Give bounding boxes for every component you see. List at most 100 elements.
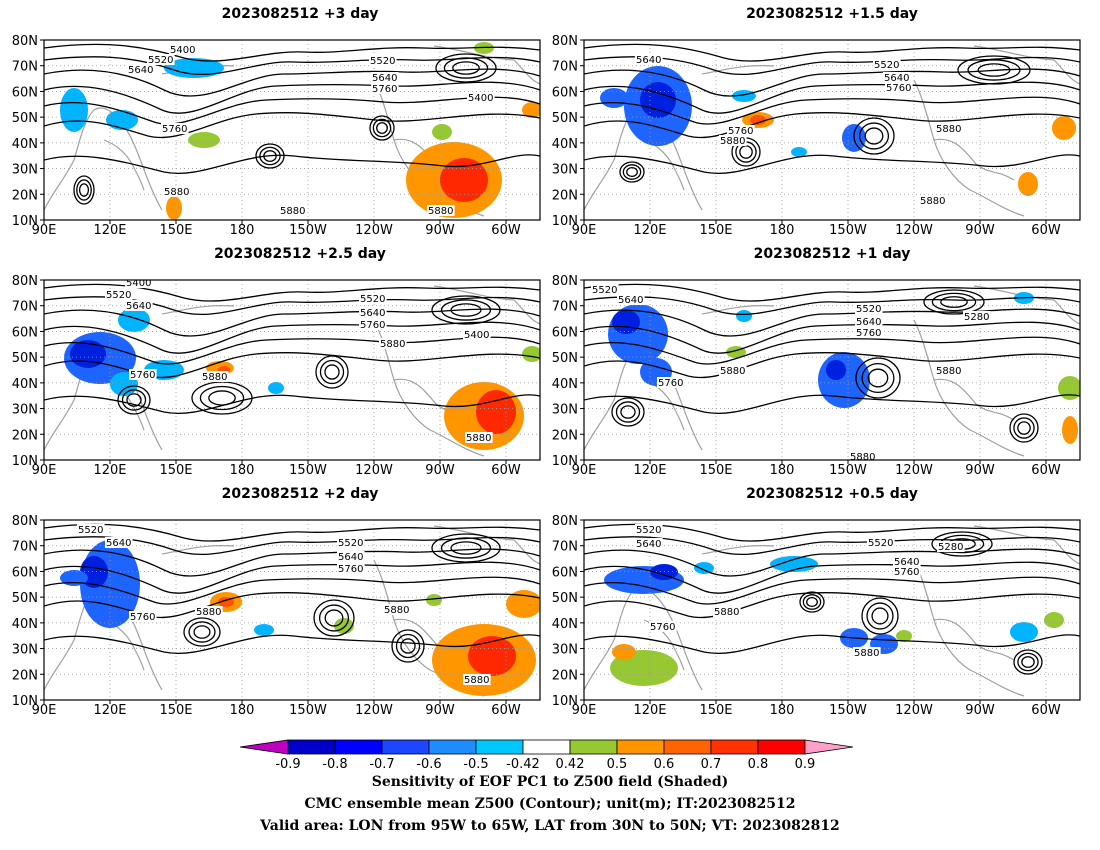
shading-patch-2-3 [600, 88, 628, 108]
closed-contour-5-1-3 [450, 541, 482, 555]
contour-label-6-9: 5880 [854, 648, 879, 659]
lon-label-1-6: 120W [355, 223, 393, 238]
lon-label-4-8: 60W [1031, 463, 1061, 478]
lon-label-5-2: 120E [93, 703, 126, 718]
contour-label-1-4: 5520 [370, 56, 395, 67]
lon-label-1-3: 150E [159, 223, 192, 238]
contour-label-2-6: 5880 [720, 136, 745, 147]
colorbar-tick-4: -0.6 [416, 757, 441, 770]
colorbar-segment-4 [428, 739, 477, 755]
contour-label-3-6: 5760 [360, 320, 385, 331]
lon-label-2-8: 60W [1031, 223, 1061, 238]
contour-label-3-7: 5400 [464, 330, 489, 341]
shading-patch-1-9 [522, 102, 540, 118]
contour-line-2-1 [584, 43, 1080, 62]
lat-label-1-8: 10N [12, 214, 38, 229]
lon-label-3-8: 60W [491, 463, 521, 478]
contour-line-3-4 [44, 321, 540, 354]
lat-label-2-1: 80N [552, 34, 578, 49]
contour-label-3-4: 5520 [360, 294, 385, 305]
closed-contour-4-1-1 [923, 289, 985, 315]
lat-label-5-5: 40N [12, 617, 38, 632]
colorbar-tick-7: 0.42 [556, 757, 585, 770]
contour-label-3-11: 5880 [466, 433, 491, 444]
lon-label-4-4: 180 [770, 463, 795, 478]
contour-label-4-7: 5760 [658, 378, 683, 389]
lon-label-4-1: 90E [572, 463, 597, 478]
contour-label-5-8: 5880 [384, 605, 409, 616]
shading-patch-6-9 [1010, 622, 1038, 642]
closed-contour-6-1-1 [931, 531, 993, 557]
contour-line-4-5 [584, 336, 1080, 365]
shading-patch-4-10 [736, 310, 752, 322]
closed-contour-1-3-2 [259, 146, 281, 166]
lat-label-6-2: 70N [552, 540, 578, 555]
closed-contour-3-4-2 [121, 389, 147, 411]
closed-contour-4-3-2 [615, 401, 641, 423]
lat-label-1-6: 30N [12, 163, 38, 178]
contour-line-1-5 [44, 96, 540, 125]
colorbar-tick-5: -0.5 [463, 757, 488, 770]
lon-label-6-8: 60W [1031, 703, 1061, 718]
contour-line-3-6 [44, 352, 540, 379]
colorbar-tick-3: -0.7 [369, 757, 394, 770]
closed-contour-4-1-2 [931, 292, 977, 312]
contour-label-4-2: 5640 [618, 295, 643, 306]
colorbar-segment-6 [522, 739, 571, 755]
contour-label-3-3: 5640 [126, 301, 151, 312]
contour-label-1-2: 5520 [148, 55, 173, 66]
contour-line-3-3 [44, 308, 540, 337]
closed-contour-6-3-3 [806, 596, 818, 608]
map-panel-1: 5400552056405520564057605400576058805880… [12, 34, 541, 238]
contour-line-5-6 [44, 592, 540, 619]
colorbar-right-arrow [804, 739, 854, 755]
shading-patch-1-1 [60, 88, 88, 132]
shading-patch-3-7 [268, 382, 284, 394]
lon-label-4-6: 120W [895, 463, 933, 478]
closed-contour-4-2-2 [861, 362, 895, 394]
shading-patch-3-10 [522, 346, 540, 362]
colorbar-segment-7 [569, 739, 618, 755]
closed-contour-1-2-3 [376, 122, 388, 134]
lon-label-3-3: 150E [159, 463, 192, 478]
lat-label-5-8: 10N [12, 694, 38, 709]
lon-label-6-7: 90W [965, 703, 995, 718]
lon-label-1-7: 90W [425, 223, 455, 238]
lat-label-5-3: 60N [12, 565, 38, 580]
contour-label-3-9: 5760 [130, 370, 155, 381]
contour-line-3-5 [44, 336, 540, 365]
contour-line-2-7 [584, 154, 1080, 174]
closed-contour-5-2-2 [318, 604, 350, 632]
contour-line-6-6 [584, 592, 1080, 619]
colorbar-tick-8: 0.5 [607, 757, 628, 770]
lon-label-1-8: 60W [491, 223, 521, 238]
contour-label-5-4: 5640 [338, 552, 363, 563]
lon-label-2-6: 120W [895, 223, 933, 238]
lat-label-1-1: 80N [12, 34, 38, 49]
lon-label-6-3: 150E [699, 703, 732, 718]
closed-contour-3-2-3 [324, 364, 340, 380]
lat-label-2-5: 40N [552, 137, 578, 152]
lat-label-3-6: 30N [12, 403, 38, 418]
shading-patch-1-7 [440, 158, 488, 202]
contour-label-3-2: 5520 [106, 290, 131, 301]
contour-label-6-5: 5640 [894, 557, 919, 568]
closed-contour-5-4-3 [400, 638, 416, 654]
shading-patch-4-2 [612, 310, 640, 334]
lon-label-3-5: 150W [289, 463, 327, 478]
closed-contour-5-2-3 [324, 609, 344, 627]
contour-line-4-3 [584, 308, 1080, 337]
colorbar-tick-9: 0.6 [654, 757, 675, 770]
shading-patch-6-8 [612, 644, 636, 660]
caption-line-3: Valid area: LON from 95W to 65W, LAT fro… [260, 818, 840, 834]
contour-label-5-5: 5760 [338, 564, 363, 575]
shading-patch-6-2 [650, 564, 678, 580]
shading-patch-6-4 [694, 562, 714, 574]
lon-label-6-1: 90E [572, 703, 597, 718]
closed-contour-6-3-1 [799, 591, 825, 613]
contour-label-5-1: 5520 [78, 525, 103, 536]
shading-patch-3-3 [118, 308, 150, 332]
contour-label-6-8: 5760 [650, 622, 675, 633]
